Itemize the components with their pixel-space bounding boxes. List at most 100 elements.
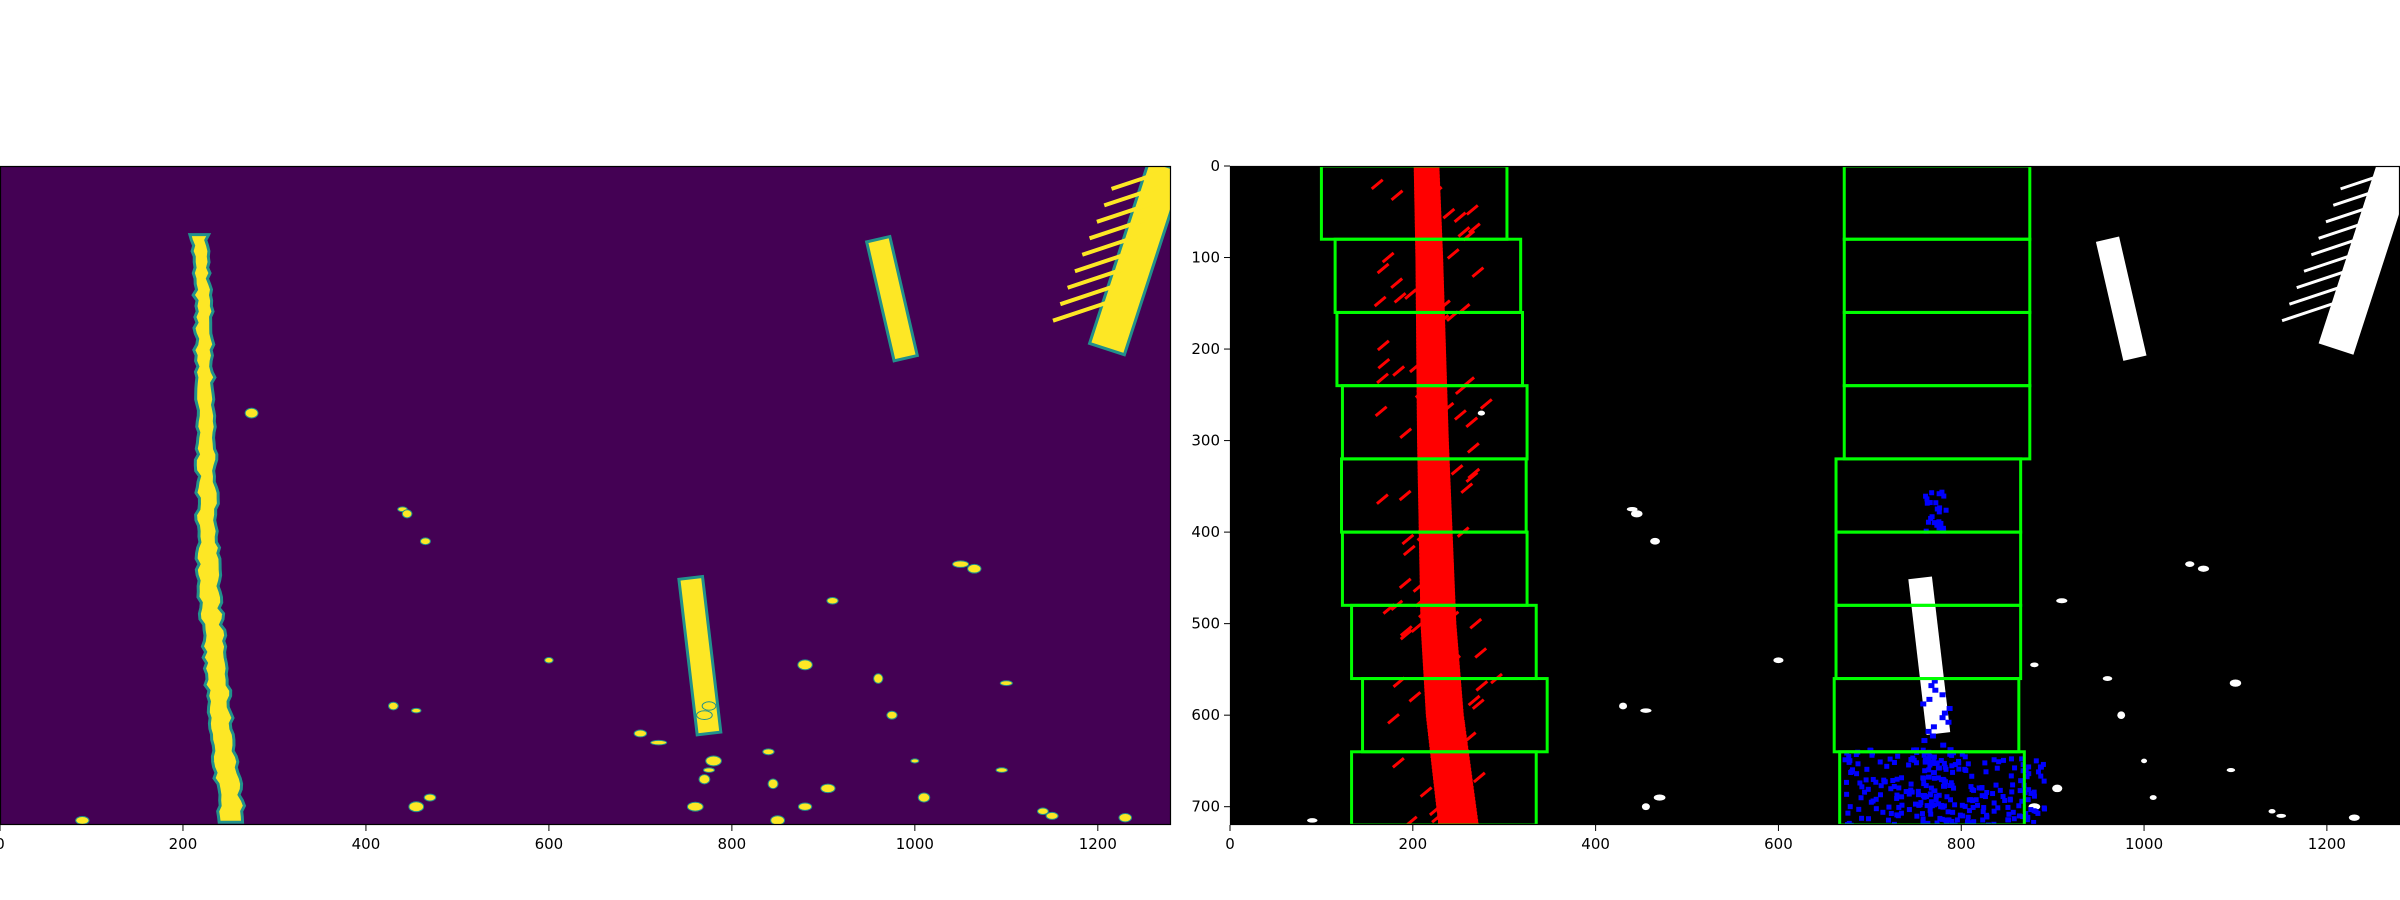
noise-speck [820,783,836,794]
right-lane-pixel [1920,701,1927,707]
x-tick-label: 200 [1398,835,1427,853]
right-lane-pixel [1934,522,1940,528]
noise-speck [419,537,431,546]
right-lane-pixel [1984,790,1990,796]
right-lane-pixel [1991,808,1997,814]
right-lane-pixel [2034,824,2040,825]
right-lane-pixel [1936,491,1942,497]
mask-stroke [2340,169,2396,191]
right-lane-pixel [2006,817,2012,823]
axes-frame [0,165,1172,826]
x-tick-label: 1200 [2308,835,2346,853]
right-lane-pixel [2018,778,2024,784]
right-lane-pixel [1994,765,2000,771]
right-lane-pixel [1971,819,1977,825]
right-lane-pixel [2026,771,2032,777]
lane-blob [1087,166,1171,357]
right-lane-pixel [1858,795,1864,801]
right-lane-pixel [1859,815,1865,821]
right-lane-pixel [1891,783,1897,789]
noise-speck [388,701,399,711]
right-lane-pixel [1926,767,1932,773]
noise-speck [1045,811,1059,820]
mask-speck [2229,679,2242,687]
right-lane-pixel [2042,806,2048,812]
right-lane-pixel [1943,766,1949,772]
right-lane-pixel [1982,760,1988,766]
right-lane-pixel [1928,830,1933,835]
right-lane-pixel [1991,757,1997,763]
right-lane-pixel [1913,760,1919,766]
right-lane-pixel [1966,808,1972,814]
right-lane-pixel [2028,807,2034,813]
right-lane-pixel [2031,793,2037,799]
right-lane-pixel [2011,816,2017,822]
right-lane-pixel [1933,500,1939,506]
noise-speck [952,560,970,568]
right-lane-pixel [2019,756,2025,762]
right-lane-pixel [1931,775,1937,781]
right-lane-pixel [1917,802,1923,808]
right-lane-pixel [2038,773,2044,779]
left-lane-pixel [1465,204,1479,216]
left-lane-pixel [1381,251,1395,264]
noise-speck [797,802,813,811]
right-lane-pixel [1939,831,1944,836]
right-lane-pixel [1974,802,1980,808]
left-lane-pixel [1453,211,1467,223]
y-tick-label: 100 [1191,249,1220,267]
left-lane-pixel [1399,625,1413,637]
right-lane-pixel [1949,782,1955,788]
right-lane-pixel [1847,758,1853,764]
left-lane-pixel [1410,621,1424,634]
left-lane-pixel [1408,691,1422,703]
axes-ticks: 0200400600800100012000200400600800100012… [0,157,2346,853]
y-tick-label: 300 [1191,432,1220,450]
right-lane-pixel [1873,779,1879,785]
right-lane-pixel [1971,787,1977,793]
right-lane-pixel [1959,802,1965,808]
right-lane-pixel [1928,785,1934,791]
y-tick-label: 0 [1210,157,1220,175]
right-lane-pixel [1952,802,1958,808]
right-lane-pixel [1898,810,1904,816]
right-lane-pixel [1884,763,1890,769]
right-lane-pixel [1981,805,1987,811]
right-lane-pixel [1928,683,1935,689]
mask-speck [2348,814,2360,821]
right-lane-pixel [1947,751,1954,757]
x-tick-label: 800 [1947,835,1976,853]
left-lane-pixel [1475,680,1489,692]
noise-speck [686,801,704,812]
noise-speck [696,710,713,721]
right-lane-pixel [1914,747,1920,753]
y-tick-label: 600 [1191,706,1220,724]
right-lane-pixel [1948,797,1954,803]
left-lane-pixel [1465,471,1479,483]
noise-speck [767,778,779,790]
right-lane-pixel [1920,747,1926,753]
right-lane-pixel [1950,769,1956,775]
right-lane-pixel [2000,793,2006,799]
right-lane-pixel [2028,790,2034,796]
right-lane-pixel [1927,807,1933,813]
noise-speck [995,767,1008,773]
right-lane-pixel [1930,770,1937,776]
lane-blob [864,234,920,363]
right-lane-pixel [1931,678,1938,684]
mask-speck [1631,510,1643,518]
lane-blob [677,574,723,737]
noise-stroke [1066,267,1124,290]
y-tick-label: 200 [1191,340,1220,358]
right-lane-pixel [1973,797,1979,803]
right-lane-pixel [1959,751,1965,757]
right-lane-pixel [1842,757,1848,763]
right-lane-pixel [1962,803,1968,809]
right-lane-pixel [1917,835,1922,840]
right-lane-pixel [1888,810,1894,816]
mask-speck [2117,711,2126,720]
right-lane-pixel [1864,766,1870,772]
x-tick-label: 600 [1764,835,1793,853]
right-lane-pixel [1936,792,1942,798]
right-lane-pixel [1888,786,1894,792]
